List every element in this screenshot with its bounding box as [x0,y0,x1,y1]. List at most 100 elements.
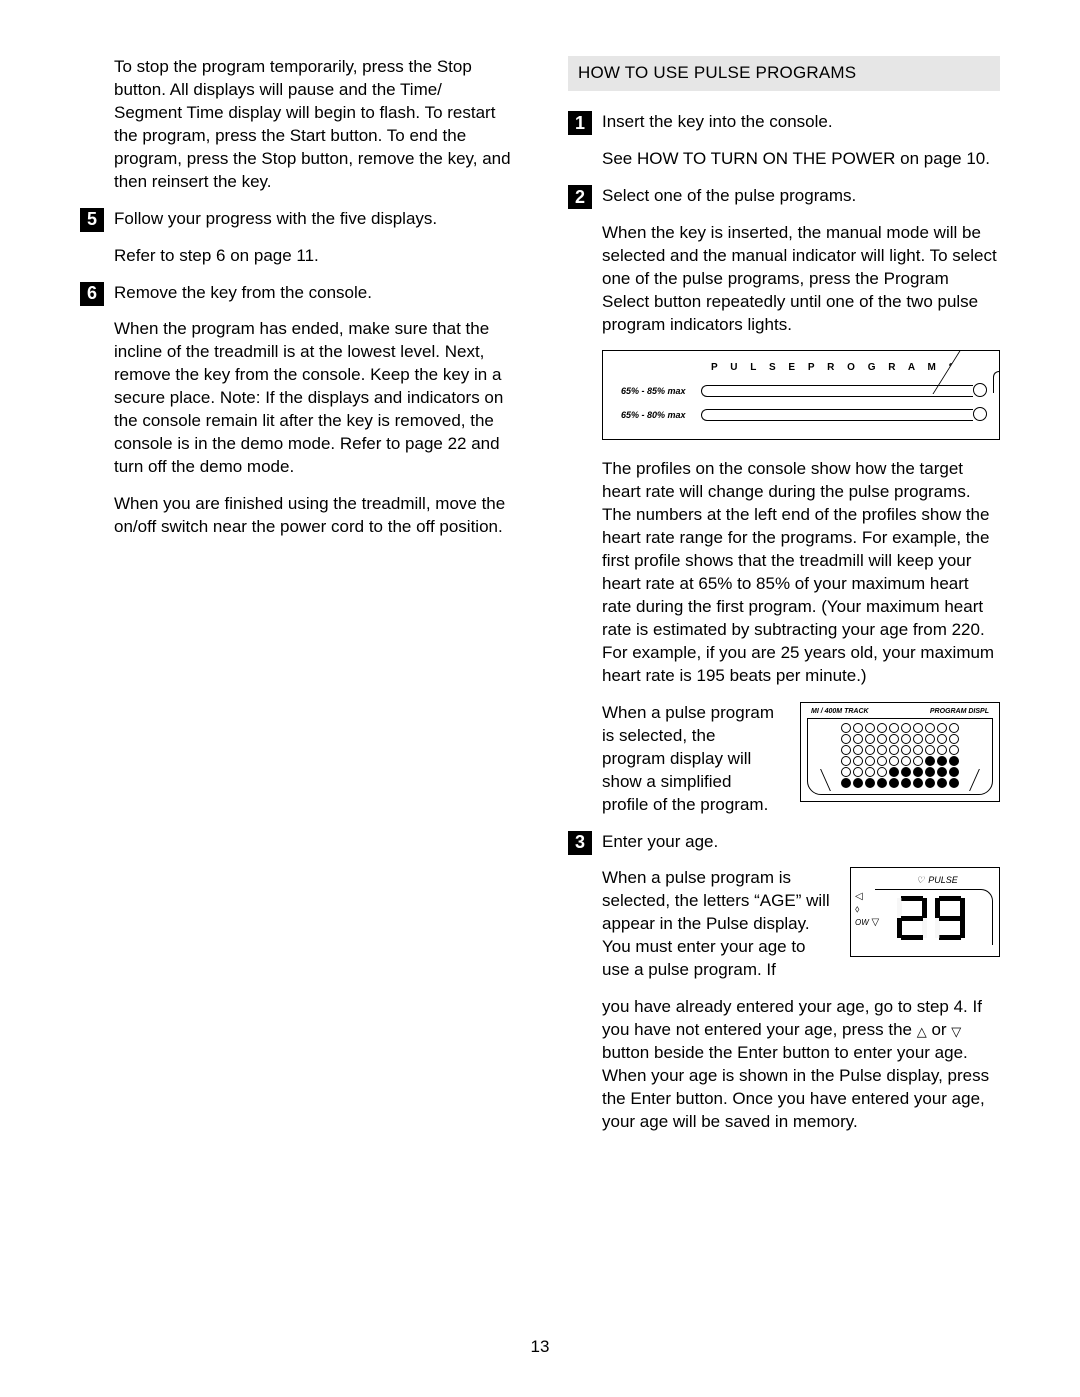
segment-g [901,916,923,921]
step-5-number: 5 [80,208,104,232]
led-dot [841,756,851,766]
led-dot [889,767,899,777]
led-dot [925,778,935,788]
led-dot [949,745,959,755]
step-1: 1 Insert the key into the console. See H… [568,111,1000,171]
pulse-track-1 [701,385,987,397]
step-5-title: Follow your progress with the five displ… [114,208,512,231]
led-dot [901,745,911,755]
seg-digit-1 [897,896,927,940]
left-intro-block: To stop the program temporarily, press t… [80,56,512,194]
heart-icon: ♡ [916,874,924,886]
step-3-p1-rest: you have already entered your age, go to… [602,996,1000,1134]
led-dot [865,723,875,733]
step-2-p1: When the key is inserted, the manual mod… [602,222,1000,337]
triangle-up-icon: △ [917,1024,927,1039]
led-dot [877,723,887,733]
led-row [841,778,959,788]
pulse-disp-panel [875,889,993,945]
step-2-led-block: When a pulse program is selected, the pr… [602,702,1000,817]
led-dot [937,723,947,733]
segment-b [922,898,927,918]
pulse-programs-header: HOW TO USE PULSE PROGRAMS [568,56,1000,91]
led-dot [937,767,947,777]
led-dot [889,756,899,766]
led-dot [889,734,899,744]
led-header: MI / 400M TRACK PROGRAM DISPL [807,707,993,718]
step-6-title: Remove the key from the console. [114,282,512,305]
led-label-right: PROGRAM DISPL [930,707,989,716]
led-dot [937,745,947,755]
segment-e [897,918,902,938]
led-dot [913,778,923,788]
led-dot [853,756,863,766]
left-intro: To stop the program temporarily, press t… [114,56,512,194]
step-6: 6 Remove the key from the console. When … [80,282,512,539]
led-dot [901,723,911,733]
led-dot [913,756,923,766]
pulse-indicator-2 [973,407,987,421]
segment-a [939,896,961,901]
led-dot [925,756,935,766]
led-dot [865,778,875,788]
segment-b [960,898,965,918]
step-2-number: 2 [568,185,592,209]
led-dot [865,734,875,744]
triangle-down-icon: ▽ [951,1024,961,1039]
seg-digit-2 [935,896,965,940]
led-dot [853,767,863,777]
led-label-left: MI / 400M TRACK [811,707,869,716]
led-dot [877,745,887,755]
segment-f [935,898,940,918]
led-dot [877,767,887,777]
step-3: 3 Enter your age. When a pulse program i… [568,831,1000,1134]
step-3-p1a: When a pulse program is selected, the le… [602,867,830,982]
led-dot [889,723,899,733]
pulse-disp-text: PULSE [928,875,958,885]
led-dot [853,745,863,755]
led-row [841,756,959,766]
pulse-row-1: 65% - 85% max [621,383,987,399]
led-dot [865,767,875,777]
segment-f [897,898,902,918]
pulse-range-2: 65% - 80% max [621,409,701,421]
pulse-track-2 [701,409,987,421]
led-dot [901,734,911,744]
pulse-row-2: 65% - 80% max [621,407,987,423]
pulse-indicator-1 [973,383,987,397]
manual-page: To stop the program temporarily, press t… [0,0,1080,1168]
led-dot [949,734,959,744]
led-dot [841,767,851,777]
pulse-programs-diagram: P U L S E P R O G R A M S 65% - 85% max … [602,350,1000,440]
led-row [841,745,959,755]
led-dot [913,745,923,755]
step-2-title: Select one of the pulse programs. [602,185,1000,208]
step-6-p1: When the program has ended, make sure th… [114,318,512,479]
segment-a [901,896,923,901]
led-dot [913,767,923,777]
led-dot [877,756,887,766]
led-dot [925,745,935,755]
led-grid [814,723,986,788]
led-dot [853,734,863,744]
led-dot [925,723,935,733]
pulse-display-diagram: ♡PULSE ◁ ⬨ OW ▽ [850,867,1000,957]
led-dot [949,723,959,733]
led-dot [877,778,887,788]
segment-d [939,935,961,940]
step-2-body: Select one of the pulse programs. When t… [602,185,1000,817]
led-dot [841,745,851,755]
led-dot [901,756,911,766]
led-dot [925,734,935,744]
led-dot [901,778,911,788]
step-3-title: Enter your age. [602,831,1000,854]
led-panel [807,718,993,795]
led-dot [841,734,851,744]
step-3-number: 3 [568,831,592,855]
segment-d [901,935,923,940]
led-dot [889,745,899,755]
step-2: 2 Select one of the pulse programs. When… [568,185,1000,817]
step-1-p1: See HOW TO TURN ON THE POWER on page 10. [602,148,1000,171]
led-dot [949,767,959,777]
step-6-body: Remove the key from the console. When th… [114,282,512,539]
